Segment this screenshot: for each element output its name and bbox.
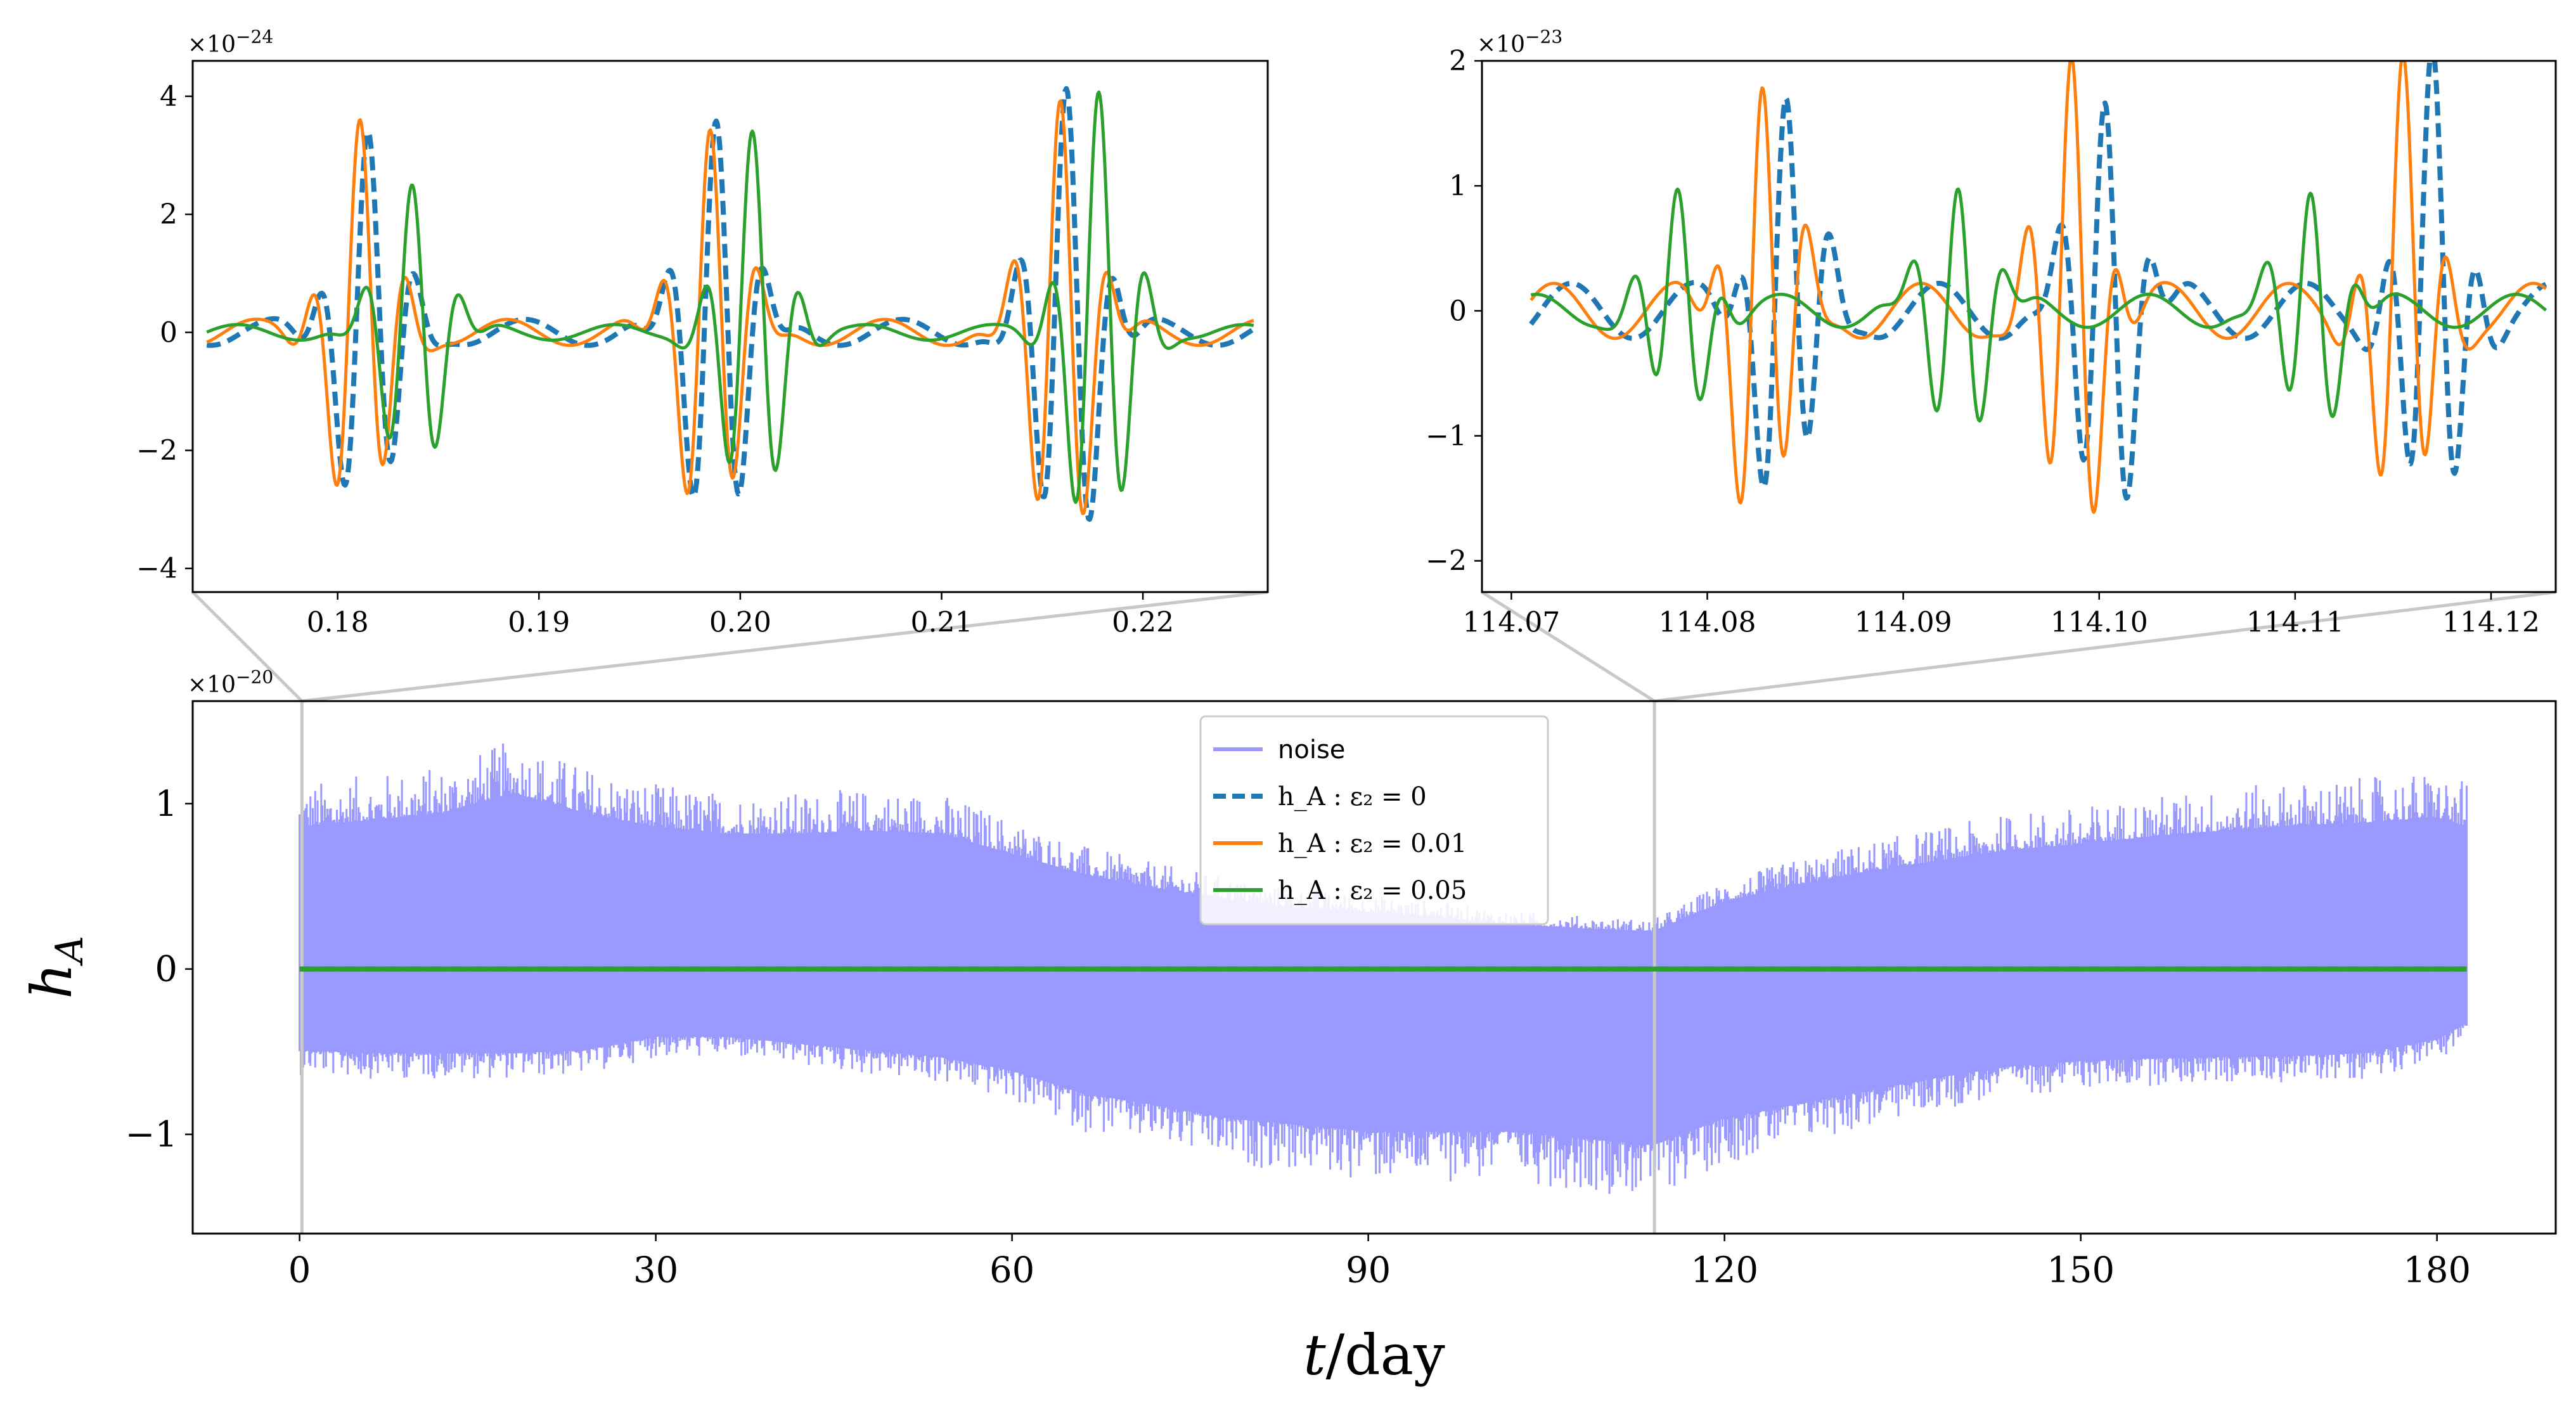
legend-label: noise — [1278, 735, 1345, 765]
inset-right-series-eps005 — [1530, 187, 2547, 423]
inset-right-exponent-label: ×10−23 — [1477, 27, 1562, 58]
inset-right-series-eps0 — [1529, 61, 2547, 501]
x-axis-title: t/day — [1303, 1322, 1445, 1388]
inset-left-frame — [191, 60, 1269, 593]
zoom-connector-line — [191, 591, 304, 702]
inset-left-ytick-label: 2 — [160, 198, 177, 231]
main-xtick-label: 60 — [989, 1249, 1034, 1291]
inset-left-ytick-label: −4 — [136, 553, 177, 585]
inset-right-xtick-label: 114.07 — [1462, 607, 1560, 639]
inset-left-ytick-label: 4 — [160, 81, 177, 113]
inset-right-xtick-label: 114.11 — [2246, 607, 2344, 639]
legend-box — [1199, 715, 1549, 926]
inset-right-frame — [1481, 60, 2557, 593]
main-frame — [191, 700, 2557, 1235]
main-xtick-label: 150 — [2047, 1249, 2115, 1291]
inset-right-ytick-label: −1 — [1426, 420, 1467, 452]
inset-left-xtick-label: 0.19 — [508, 607, 570, 639]
main-panel: 0 30 60 90 120 150 180 −1 0 1 ×10−20 t/day hA — [19, 667, 2557, 1388]
inset-right-xtick-label: 114.10 — [2051, 607, 2148, 639]
main-ytick-label: 1 — [155, 784, 177, 825]
inset-right-plot-area — [1529, 61, 2547, 514]
inset-left-ytick-label: −2 — [136, 434, 177, 467]
main-xtick-label: 90 — [1346, 1249, 1391, 1291]
inset-right-series-eps001 — [1530, 61, 2547, 514]
inset-right-ytick-label: 0 — [1449, 295, 1467, 327]
inset-left-plot-area — [205, 86, 1255, 522]
inset-right-ytick-label: −2 — [1426, 545, 1467, 577]
main-xtick-label: 120 — [1690, 1249, 1758, 1291]
inset-left-xtick-label: 0.22 — [1112, 607, 1174, 639]
zoom-connector-line — [1654, 590, 2556, 703]
legend: noise h_A : ε₂ = 0 h_A : ε₂ = 0.01 h_A : ε₂… — [1199, 715, 1549, 926]
main-xtick-label: 180 — [2403, 1249, 2471, 1291]
inset-right-ytick-label: 1 — [1449, 170, 1467, 202]
legend-label: h_A : ε₂ = 0.01 — [1278, 829, 1467, 858]
inset-left-series-eps005 — [206, 90, 1254, 504]
zoom-connector-line — [302, 590, 1268, 703]
inset-right-xtick-label: 114.09 — [1855, 607, 1952, 639]
inset-left-exponent-label: ×10−24 — [188, 27, 273, 58]
inset-left-panel: 0.18 0.19 0.20 0.21 0.22 −4 −2 0 2 4 ×10−24 — [136, 27, 1269, 639]
inset-left-ytick-label: 0 — [160, 316, 177, 349]
main-ytick-label: 0 — [155, 949, 177, 990]
main-xtick-label: 30 — [633, 1249, 678, 1291]
main-exponent-label: ×10−20 — [188, 667, 273, 698]
inset-right-xtick-label: 114.12 — [2442, 607, 2540, 639]
main-xtick-label: 0 — [288, 1249, 311, 1291]
inset-right-xtick-label: 114.08 — [1659, 607, 1756, 639]
inset-left-xtick-label: 0.20 — [709, 607, 771, 639]
legend-label: h_A : ε₂ = 0 — [1278, 782, 1427, 811]
inset-left-series-eps0 — [205, 86, 1255, 522]
inset-left-xtick-label: 0.18 — [307, 607, 369, 639]
inset-right-ytick-label: 2 — [1449, 45, 1467, 77]
inset-right-panel: 114.07 114.08 114.09 114.10 114.11 114.12 −2 −1… — [1426, 27, 2557, 639]
y-axis-title: hA — [19, 936, 92, 999]
zoom-connector-line — [1481, 590, 1656, 703]
inset-left-xtick-label: 0.21 — [910, 607, 972, 639]
zoom-connectors — [191, 590, 2556, 703]
main-ytick-label: −1 — [125, 1114, 177, 1156]
legend-label: h_A : ε₂ = 0.05 — [1278, 876, 1467, 905]
